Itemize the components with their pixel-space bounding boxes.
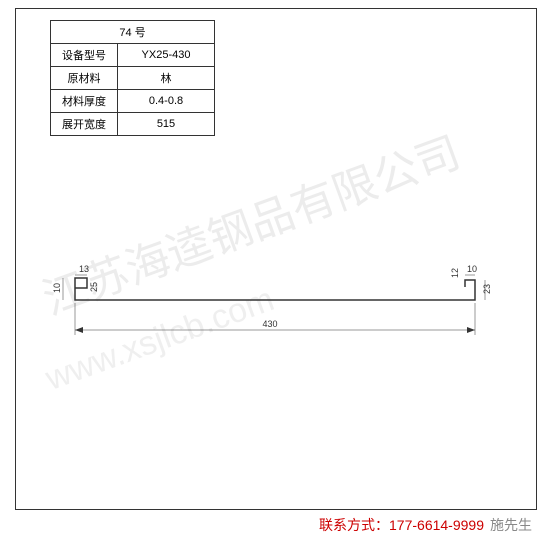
table-row: 展开宽度 515 xyxy=(51,113,215,136)
table-header-row: 74 号 xyxy=(51,21,215,44)
table-header: 74 号 xyxy=(51,21,215,44)
spec-table: 74 号 设备型号 YX25-430 原材料 林 材料厚度 0.4-0.8 展开… xyxy=(50,20,215,136)
profile-path xyxy=(75,278,475,300)
dim-arrow xyxy=(467,327,475,333)
table-row: 材料厚度 0.4-0.8 xyxy=(51,90,215,113)
profile-svg: 430 13 10 25 10 12 23 xyxy=(15,200,535,400)
row-value: 0.4-0.8 xyxy=(118,90,215,113)
row-label: 设备型号 xyxy=(51,44,118,67)
row-value: 515 xyxy=(118,113,215,136)
table-row: 设备型号 YX25-430 xyxy=(51,44,215,67)
dim-width: 430 xyxy=(262,319,277,329)
table-row: 原材料 林 xyxy=(51,67,215,90)
dim-r2: 12 xyxy=(450,268,460,278)
dim-l3: 25 xyxy=(89,282,99,292)
row-value: 林 xyxy=(118,67,215,90)
dim-r3: 23 xyxy=(482,284,492,294)
row-label: 展开宽度 xyxy=(51,113,118,136)
contact-label: 联系方式： xyxy=(319,517,389,533)
dim-l1: 13 xyxy=(79,264,89,274)
row-value: YX25-430 xyxy=(118,44,215,67)
row-label: 原材料 xyxy=(51,67,118,90)
dim-r1: 10 xyxy=(467,264,477,274)
contact-name: 施先生 xyxy=(490,517,532,533)
contact-info: 联系方式：177-6614-9999 施先生 xyxy=(319,515,532,535)
dim-arrow xyxy=(75,327,83,333)
dim-l2: 10 xyxy=(52,283,62,293)
row-label: 材料厚度 xyxy=(51,90,118,113)
contact-phone: 177-6614-9999 xyxy=(389,517,484,533)
profile-drawing: 430 13 10 25 10 12 23 xyxy=(15,200,535,400)
